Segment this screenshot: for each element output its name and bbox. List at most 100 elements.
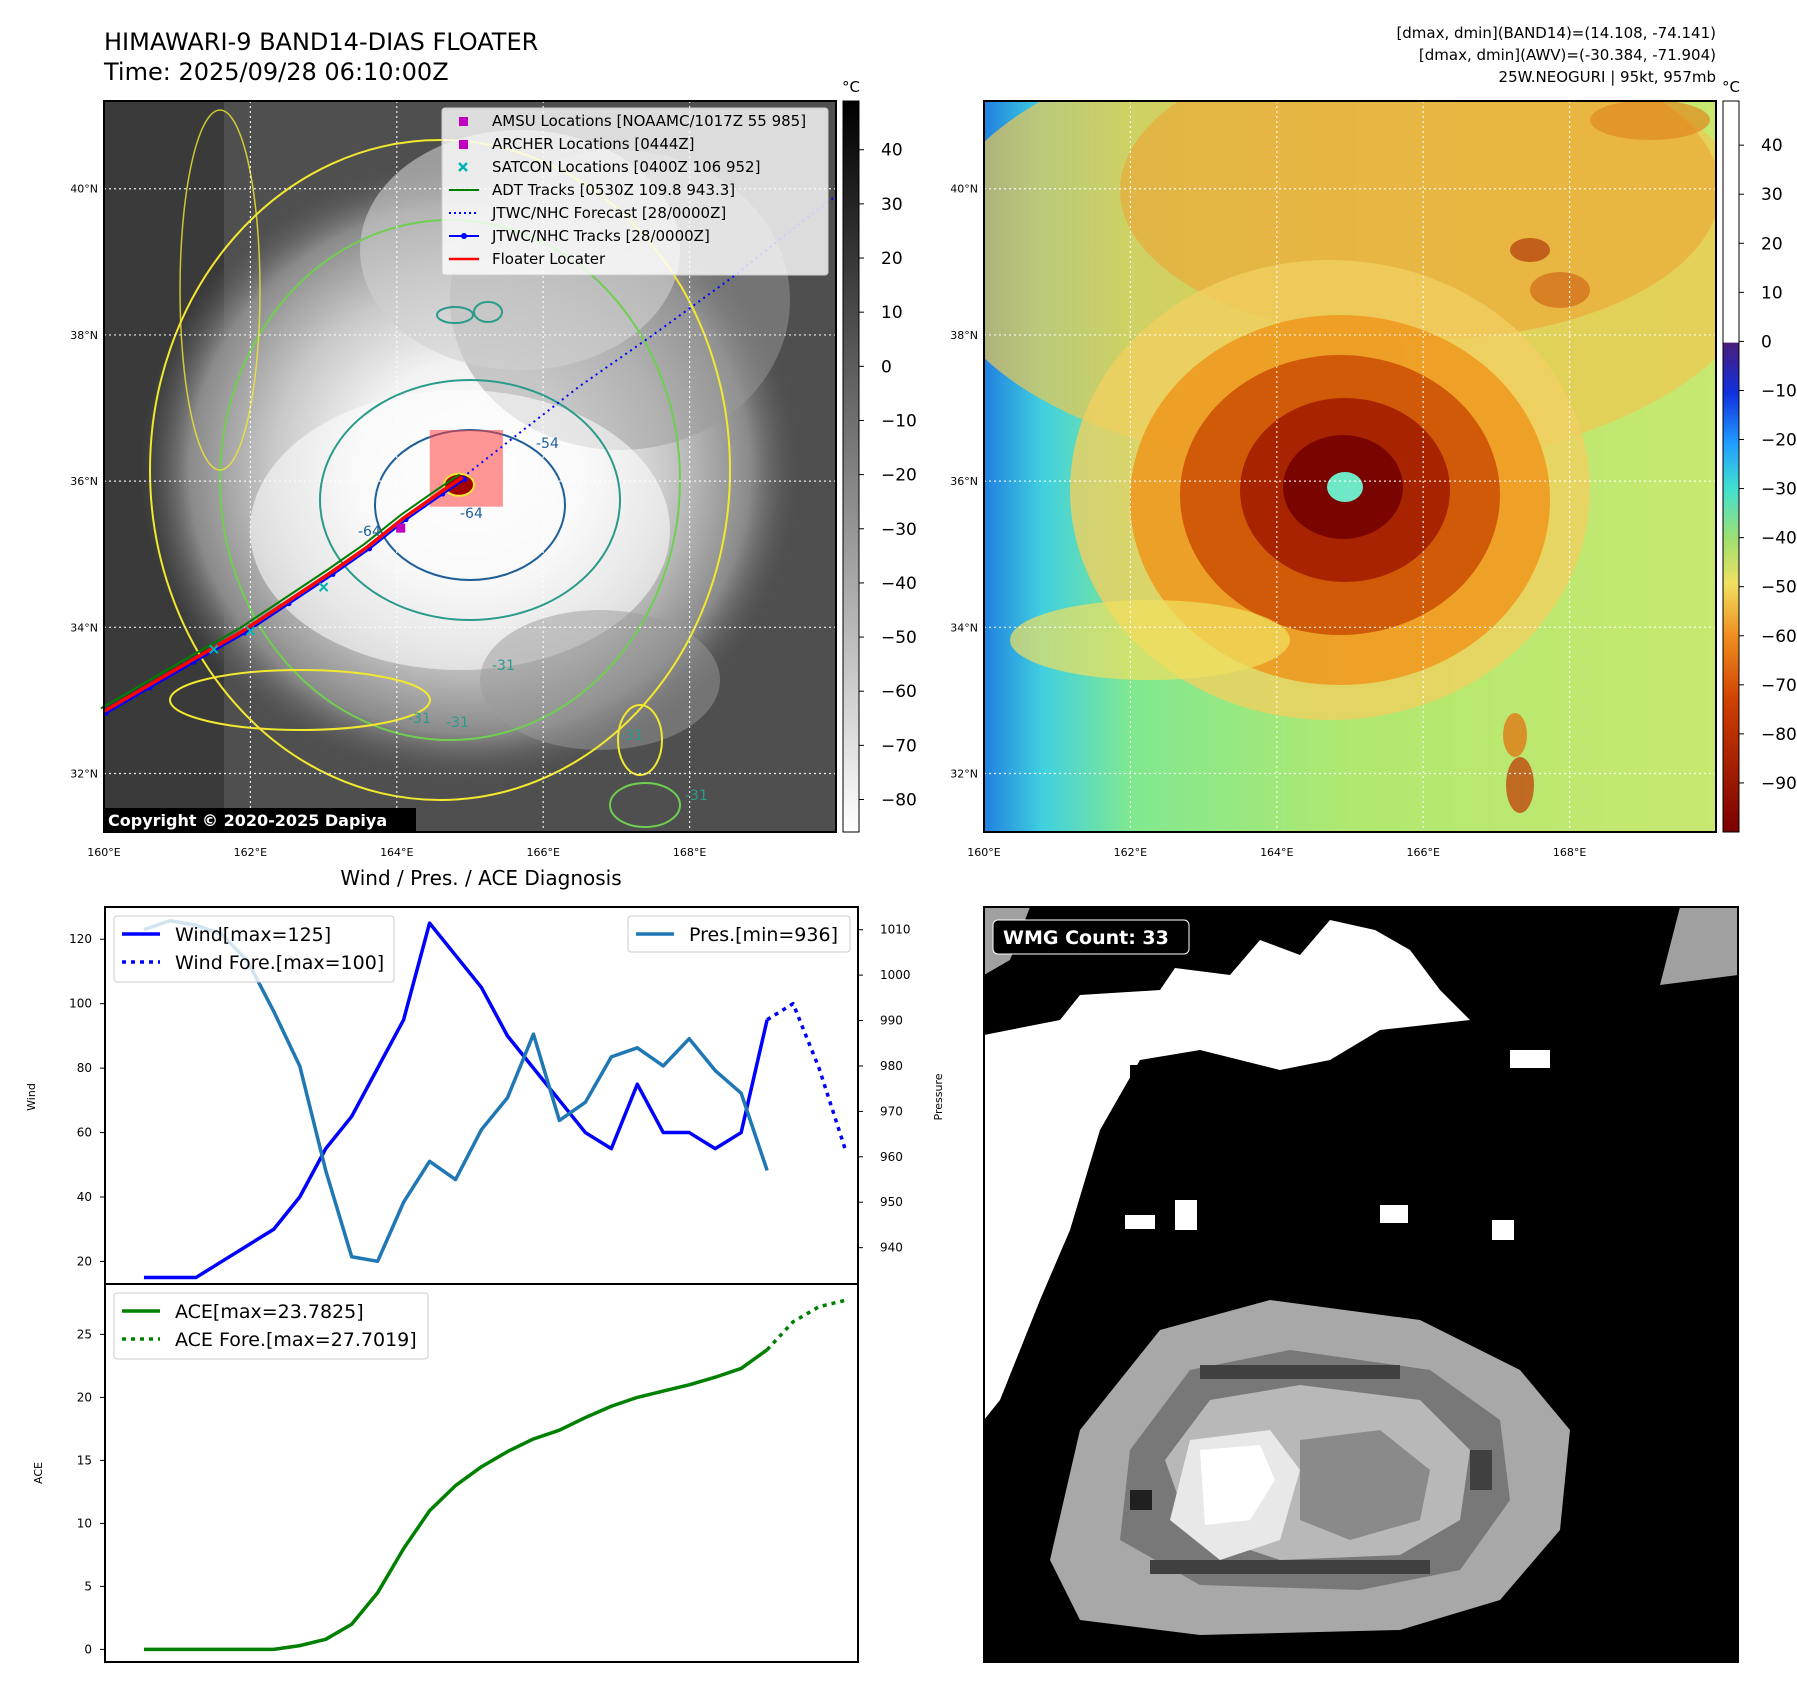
ytick-right-label: 1010 xyxy=(880,923,911,937)
ytick-label: 15 xyxy=(77,1453,92,1467)
legend-ace: ACE[max=23.7825] xyxy=(175,1301,364,1323)
colorbar-tick-label: −70 xyxy=(881,736,917,756)
ir-frame xyxy=(103,100,837,833)
info-line-1: [dmax, dmin](BAND14)=(14.108, -74.141) xyxy=(1396,24,1716,42)
lon-label: 160°E xyxy=(87,846,120,859)
adt-track xyxy=(100,473,461,710)
ytick-right-label: 1000 xyxy=(880,968,911,982)
lat-label: 36°N xyxy=(950,475,978,488)
colorbar-tick-label: 20 xyxy=(1761,234,1783,254)
bd-imagery-panel xyxy=(984,101,1716,832)
lon-label: 162°E xyxy=(1114,846,1147,859)
colorbar-tick-label: −90 xyxy=(1761,774,1797,794)
legend-label-satcon: SATCON Locations [0400Z 106 952] xyxy=(492,158,760,176)
ytick-right-label: 990 xyxy=(880,1014,903,1028)
colorbar-tick-label: −40 xyxy=(1761,529,1797,549)
colorbar-tick-label: 10 xyxy=(881,303,903,323)
colorbar-tick-label: −50 xyxy=(881,628,917,648)
lon-label: 164°E xyxy=(380,846,413,859)
colorbar-left-ticks: 40 30 20 10 0 −10 −20 −30 −40 −50 −60 −70 −80 xyxy=(859,141,917,811)
contour-label: -54 xyxy=(536,436,559,452)
colorbar-tick-label: 40 xyxy=(881,141,903,161)
lat-label: 40°N xyxy=(950,183,978,196)
eye-marker xyxy=(443,472,476,497)
wind-legend: Wind[max=125] Wind Fore.[max=100] xyxy=(113,915,395,983)
ace-legend: ACE[max=23.7825] ACE Fore.[max=27.7019] xyxy=(113,1292,429,1360)
wind-ylabel: Wind xyxy=(25,1083,38,1111)
colorbar-jet xyxy=(1722,100,1740,833)
ace-ylabel: ACE xyxy=(32,1462,45,1484)
lon-label: 166°E xyxy=(1406,846,1439,859)
ytick-right-label: 960 xyxy=(880,1150,903,1164)
colorbar-tick-label: 30 xyxy=(881,195,903,215)
legend-marker-amsu xyxy=(459,117,468,126)
lon-label: 164°E xyxy=(1260,846,1293,859)
wmg-count-text: WMG Count: 33 xyxy=(1003,927,1169,949)
lon-label: 160°E xyxy=(967,846,1000,859)
colorbar-right-ticks: 40 30 20 10 0 −10 −20 −30 −40 −50 −60 −70 −80 −90 xyxy=(1739,136,1797,794)
colorbar-tick-label: −40 xyxy=(881,574,917,594)
colorbar-tick-label: −30 xyxy=(1761,480,1797,500)
legend-marker-satcon xyxy=(458,162,468,172)
ytick-label: 80 xyxy=(77,1061,92,1075)
contour-label: -64 xyxy=(358,524,381,540)
legend-label-archer: ARCHER Locations [0444Z] xyxy=(492,135,695,153)
colorbar-left-unit: °C xyxy=(842,78,860,96)
legend-wind: Wind[max=125] xyxy=(175,924,331,946)
colorbar-tick-label: −80 xyxy=(881,791,917,811)
ytick-label: 40 xyxy=(77,1190,92,1204)
lon-label: 162°E xyxy=(234,846,267,859)
colorbar-tick-label: −10 xyxy=(1761,381,1797,401)
ytick-right-label: 950 xyxy=(880,1195,903,1209)
colorbar-tick-label: 0 xyxy=(881,357,892,377)
ytick-label: 100 xyxy=(69,997,92,1011)
series-line xyxy=(143,921,769,1280)
ace-chart-lines xyxy=(143,1298,846,1652)
ir-axis-labels: 160°E 162°E 164°E 166°E 168°E 40°N 38°N 36°N 34°… xyxy=(70,183,706,859)
ytick-label: 60 xyxy=(77,1126,92,1140)
ytick-right-label: 980 xyxy=(880,1059,903,1073)
ytick-right-label: 970 xyxy=(880,1104,903,1118)
wind-chart-axes: 20 40 60 80 100 120 940 950 960 970 980 990 1000 1010 xyxy=(69,923,910,1269)
ace-chart-axes: 0 5 10 15 20 25 xyxy=(77,1327,105,1656)
ir-contour-labels: -54 -64 -64 -31 -31 -31 -31 -31 xyxy=(358,436,708,804)
bd-axis-labels: 160°E 162°E 164°E 166°E 168°E 40°N 38°N 36°N 34°… xyxy=(950,183,1586,859)
copyright-badge: Copyright © 2020-2025 Dapiya xyxy=(104,808,416,832)
jtwc-track-point xyxy=(462,476,468,482)
colorbar-tick-label: −10 xyxy=(881,411,917,431)
ir-tracks xyxy=(100,195,837,716)
contour-label: -31 xyxy=(492,658,515,674)
lon-label: 166°E xyxy=(526,846,559,859)
ytick-label: 20 xyxy=(77,1254,92,1268)
copyright-text: Copyright © 2020-2025 Dapiya xyxy=(108,811,387,830)
legend-label-tracks: JTWC/NHC Tracks [28/0000Z] xyxy=(491,227,710,245)
ytick-right-label: 940 xyxy=(880,1241,903,1255)
ytick-label: 10 xyxy=(77,1516,92,1530)
colorbar-tick-label: −60 xyxy=(881,682,917,702)
lat-label: 40°N xyxy=(70,183,98,196)
jtwc-track xyxy=(105,478,466,715)
colorbar-tick-label: 20 xyxy=(881,249,903,269)
lat-label: 34°N xyxy=(70,621,98,634)
lat-label: 32°N xyxy=(950,768,978,781)
contour-label: -31 xyxy=(446,715,469,731)
diagnosis-title: Wind / Pres. / ACE Diagnosis xyxy=(340,866,621,890)
wmg-count-badge: WMG Count: 33 xyxy=(992,919,1190,955)
colorbar-tick-label: −30 xyxy=(881,520,917,540)
satcon-location xyxy=(209,644,219,654)
contour-label: -31 xyxy=(620,728,643,744)
ytick-label: 20 xyxy=(77,1390,92,1404)
lat-label: 38°N xyxy=(70,329,98,342)
lon-label: 168°E xyxy=(673,846,706,859)
colorbar-tick-label: −50 xyxy=(1761,578,1797,598)
pressure-ylabel: Pressure xyxy=(932,1073,945,1120)
colorbar-tick-label: −20 xyxy=(1761,431,1797,451)
legend-wind-fore: Wind Fore.[max=100] xyxy=(175,952,384,974)
title-line-1: HIMAWARI-9 BAND14-DIAS FLOATER xyxy=(104,28,538,56)
bd-frame xyxy=(983,100,1717,833)
legend-marker-archer xyxy=(459,140,468,149)
ytick-label: 120 xyxy=(69,932,92,946)
lat-label: 36°N xyxy=(70,475,98,488)
colorbar-tick-label: −60 xyxy=(1761,627,1797,647)
